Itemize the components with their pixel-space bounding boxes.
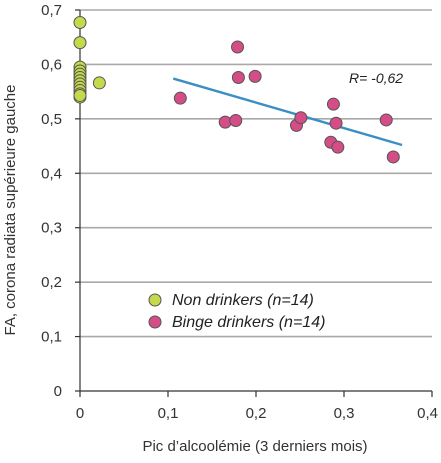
y-tick-label: 0,5 <box>41 111 62 128</box>
gridlines <box>80 9 432 338</box>
point-non-drinker <box>92 76 106 90</box>
data-points <box>73 16 400 164</box>
legend: Non drinkers (n=14) Binge drinkers (n=14… <box>148 292 325 331</box>
y-tick-labels: 0 0,1 0,2 0,3 0,4 0,5 0,6 0,7 <box>41 2 62 400</box>
regression-line <box>172 77 403 147</box>
point-non-drinker <box>73 16 87 30</box>
x-tick-labels: 0 0,1 0,2 0,3 0,4 <box>76 405 438 422</box>
point-binge-drinker <box>173 91 187 105</box>
trendline <box>172 77 403 147</box>
correlation-annotation: R= -0,62 <box>349 70 403 86</box>
y-tick-label: 0,6 <box>41 56 62 73</box>
x-tick-label: 0 <box>76 405 84 422</box>
point-binge-drinker <box>231 40 245 54</box>
point-binge-drinker <box>379 113 393 127</box>
y-axis-label: FA, corona radiata supérieure gauche <box>2 85 19 336</box>
y-tick-label: 0,7 <box>41 2 62 19</box>
point-binge-drinker <box>326 97 340 111</box>
legend-marker-non-drinkers <box>148 293 162 307</box>
legend-label-non-drinkers: Non drinkers (n=14) <box>172 292 314 309</box>
point-binge-drinker <box>386 150 400 164</box>
axes <box>75 9 433 397</box>
y-tick-label: 0,4 <box>41 165 62 182</box>
x-tick-label: 0,1 <box>158 405 179 422</box>
point-binge-drinker <box>248 69 262 83</box>
point-binge-drinker <box>229 113 243 127</box>
legend-label-binge-drinkers: Binge drinkers (n=14) <box>172 314 325 331</box>
point-non-drinker <box>73 36 87 50</box>
point-binge-drinker <box>218 115 232 129</box>
x-tick-label: 0,3 <box>334 405 355 422</box>
x-tick-label: 0,2 <box>246 405 267 422</box>
point-binge-drinker <box>294 111 308 125</box>
x-axis-label: Pic d’alcoolémie (3 derniers mois) <box>142 438 367 455</box>
point-binge-drinker <box>231 70 245 84</box>
y-tick-label: 0,3 <box>41 220 62 237</box>
point-binge-drinker <box>331 140 345 154</box>
y-tick-label: 0 <box>54 383 62 400</box>
legend-marker-binge-drinkers <box>148 315 162 329</box>
y-tick-label: 0,2 <box>41 274 62 291</box>
point-binge-drinker <box>329 116 343 130</box>
x-tick-label: 0,4 <box>417 405 438 422</box>
y-tick-label: 0,1 <box>41 329 62 346</box>
point-non-drinker <box>73 88 87 102</box>
